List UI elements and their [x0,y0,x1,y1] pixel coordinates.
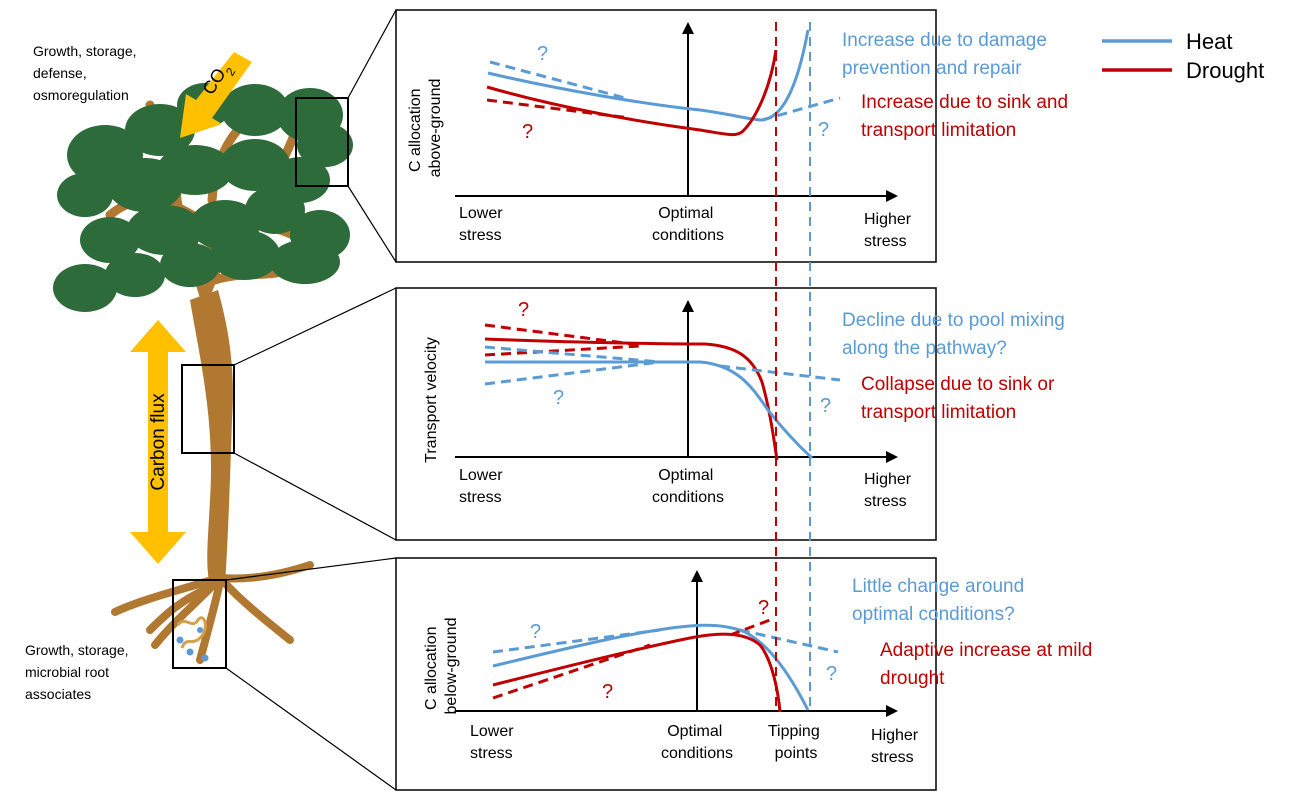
heat-dashed-higher [739,628,839,654]
heat-curve [492,623,810,711]
drought-question-mark: ? [522,121,533,143]
x-label-higher-stress: Higher stress [864,211,916,250]
drought-curve [486,49,778,137]
tree-trunk [190,290,233,585]
heat-dashed-higher [761,96,841,122]
legend: Heat Drought [1102,29,1264,83]
heat-dashed-upper [484,345,661,364]
heat-higher-question-mark: ? [818,119,829,141]
drought-annotation-transport: Collapse due to sink or transport limita… [861,374,1060,423]
y-axis-label: C allocation above-ground [407,79,444,178]
tree-roots [111,561,314,664]
heat-curve [487,29,810,122]
heat-question-mark: ? [537,43,548,65]
heat-higher-question-mark: ? [820,395,831,417]
carbon-flux-label: Carbon flux [148,393,169,491]
drought-dashed-lower [484,344,641,357]
drought-curve [484,337,779,461]
panel-above-ground: C allocation above-ground Lower stress O… [395,9,937,263]
x-label-lower-stress: Lower stress [470,723,518,762]
heat-dashed-lower [492,628,661,654]
callout-connectors [225,9,397,791]
drought-higher-question-mark: ? [758,597,769,619]
microbial-associates [176,616,209,662]
canopy-callout-box [295,97,349,187]
x-label-optimal: Optimal conditions [652,467,724,506]
panel-transport-velocity: Transport velocity Lower stress Optimal … [395,287,937,541]
x-label-optimal: Optimal conditions [652,205,724,244]
heat-question-mark: ? [530,621,541,643]
heat-dashed-lower [484,360,661,386]
root-function-label: Growth, storage, microbial root associat… [25,642,132,702]
x-label-higher-stress: Higher stress [864,471,916,510]
heat-dashed-lower [489,60,626,100]
y-axis-label: Transport velocity [423,337,440,463]
drought-question-mark: ? [602,681,613,703]
tree-foliage [53,83,353,312]
heat-higher-question-mark: ? [826,663,837,685]
carbon-flux-arrow: Carbon flux [130,320,186,564]
y-axis-label: C allocation below-ground [423,618,460,715]
drought-question-mark: ? [518,299,529,321]
panel-frame [395,287,937,541]
stem-callout-box [181,364,235,454]
heat-dashed-higher [719,364,841,382]
drought-annotation-above: Increase due to sink and transport limit… [861,92,1073,141]
x-label-lower-stress: Lower stress [459,205,507,244]
x-label-tipping-points: Tipping points [768,723,824,762]
panel-frame [395,557,937,791]
heat-annotation-transport: Decline due to pool mixing along the pat… [842,310,1070,359]
drought-curve [492,632,782,713]
x-label-optimal: Optimal conditions [661,723,733,762]
legend-drought-label: Drought [1186,58,1264,83]
x-label-higher-stress: Higher stress [871,727,923,766]
panel-frame [395,9,937,263]
legend-heat-label: Heat [1186,29,1232,54]
heat-annotation-above: Increase due to damage prevention and re… [842,30,1052,79]
drought-annotation-below: Adaptive increase at mild drought [880,640,1098,689]
tree-illustration: CO2 Carbon flux Growth, storage, defense… [25,9,397,791]
x-label-lower-stress: Lower stress [459,467,507,506]
drought-dashed-higher [729,618,771,637]
canopy-function-label: Growth, storage, defense, osmoregulation [33,43,140,103]
drought-dashed-lower [492,643,651,700]
heat-annotation-below: Little change around optimal conditions? [852,576,1029,625]
panel-below-ground: C allocation below-ground Lower stress O… [395,557,937,791]
annotations: Increase due to damage prevention and re… [842,30,1098,689]
root-callout-box [172,579,227,669]
heat-question-mark: ? [553,387,564,409]
